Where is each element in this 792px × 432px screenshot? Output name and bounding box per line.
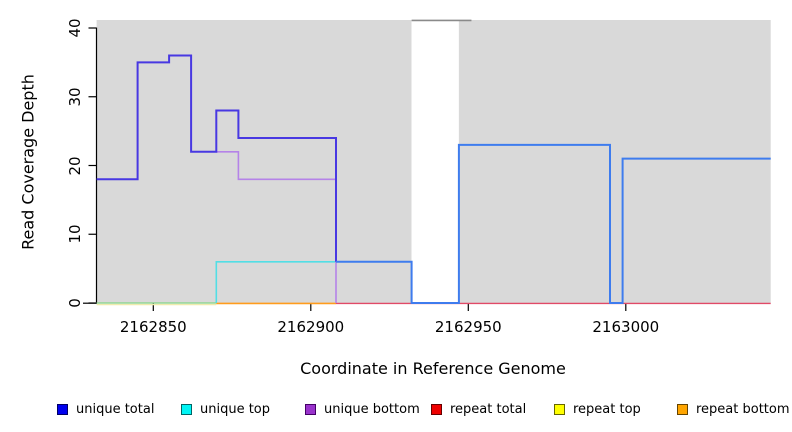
- x-tick-label: 2162900: [277, 318, 345, 336]
- x-tick-label: 2163000: [592, 318, 660, 336]
- x-tick-label: 2162950: [434, 318, 502, 336]
- plot-background-gap-uncovered: [411, 20, 459, 303]
- x-axis-title: Coordinate in Reference Genome: [300, 359, 566, 378]
- plot-background-covered-left: [96, 20, 412, 303]
- y-tick-label: 40: [66, 18, 84, 38]
- y-axis-title: Read Coverage Depth: [18, 74, 38, 250]
- y-tick-label: 0: [66, 298, 84, 308]
- series-unique-total-right: [336, 143, 771, 304]
- series-unique-total-left: [96, 54, 337, 262]
- y-tick-label: 10: [66, 224, 84, 244]
- x-tick-label: 2162850: [119, 318, 187, 336]
- y-tick-label: 30: [66, 87, 84, 107]
- y-tick-label: 20: [66, 155, 84, 176]
- series-unique-top: [215, 260, 336, 303]
- plot-background-covered-right: [458, 20, 771, 303]
